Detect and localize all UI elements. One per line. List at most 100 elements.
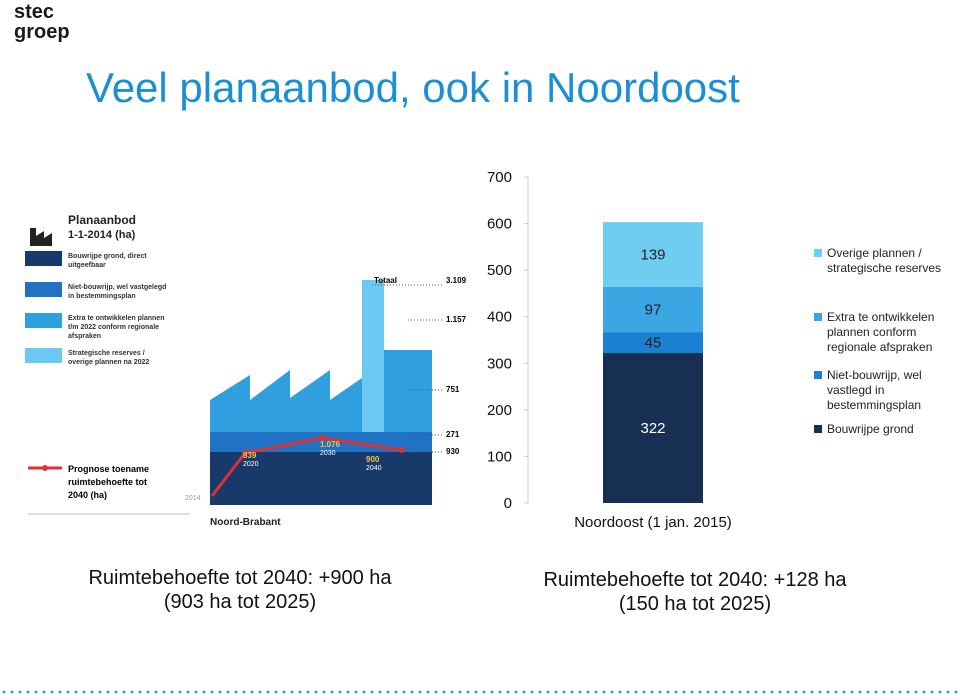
dot (10, 690, 14, 694)
dot (794, 690, 798, 694)
ig-prognosis-year: 2040 (366, 465, 382, 472)
legend-item: Extra te ontwikkelen plannen conform reg… (814, 310, 960, 355)
dot (146, 690, 150, 694)
dot (634, 690, 638, 694)
dot (906, 690, 910, 694)
dot (202, 690, 206, 694)
footnote-left: Ruimtebehoefte tot 2040: +900 ha (903 ha… (40, 566, 440, 614)
ig-prognosis-year: 2020 (243, 461, 259, 468)
dot (746, 690, 750, 694)
dot (418, 690, 422, 694)
legend-label: Niet-bouwrijp, wel vastlegd in bestemmin… (827, 368, 922, 412)
dot (834, 690, 838, 694)
dot (842, 690, 846, 694)
ig-legend-text: Extra te ontwikkelen plannen t/m 2022 co… (68, 315, 165, 340)
dot (18, 690, 22, 694)
dot (338, 690, 342, 694)
dot (434, 690, 438, 694)
dot (618, 690, 622, 694)
dot (874, 690, 878, 694)
dot (690, 690, 694, 694)
legend-label: Extra te ontwikkelen plannen conform reg… (827, 310, 935, 354)
dot (674, 690, 678, 694)
slide-title: Veel planaanbod, ook in Noordoost (86, 64, 740, 111)
dot (274, 690, 278, 694)
dot (490, 690, 494, 694)
dot (186, 690, 190, 694)
dot (602, 690, 606, 694)
dot (666, 690, 670, 694)
dot (450, 690, 454, 694)
ig-level: 1.157 (446, 315, 467, 324)
dot (50, 690, 54, 694)
logo-line: stec (14, 1, 55, 23)
dot (226, 690, 230, 694)
ig-total-label: Totaal (374, 276, 397, 285)
ig-prognosis-value: 1.076 (320, 440, 341, 449)
data-label: 97 (645, 301, 662, 318)
footnote-line: (903 ha tot 2025) (163, 591, 317, 613)
dot (754, 690, 758, 694)
dot (706, 690, 710, 694)
dot (802, 690, 806, 694)
y-tick-label: 500 (487, 262, 512, 279)
dot (898, 690, 902, 694)
legend-swatch (814, 313, 822, 321)
data-label: 139 (640, 247, 665, 264)
dot (762, 690, 766, 694)
footnote-right: Ruimtebehoefte tot 2040: +128 ha (150 ha… (490, 568, 900, 616)
dot (650, 690, 654, 694)
dot (578, 690, 582, 694)
dot (658, 690, 662, 694)
dot (42, 690, 46, 694)
footer-dots (2, 690, 958, 694)
ig-total: 3.109 (446, 276, 467, 285)
dot (66, 690, 70, 694)
dot (250, 690, 254, 694)
dot (426, 690, 430, 694)
data-label: 45 (645, 335, 662, 352)
ig-legend-text: Bouwrijpe grond, direct uitgeefbaar (68, 253, 147, 269)
dot (26, 690, 30, 694)
dot (786, 690, 790, 694)
dot (482, 690, 486, 694)
dot (354, 690, 358, 694)
dot (594, 690, 598, 694)
dot (130, 690, 134, 694)
dot (514, 690, 518, 694)
ig-legend-text: Strategische reserves / overige plannen … (68, 350, 150, 366)
dot (954, 690, 958, 694)
dot (58, 690, 62, 694)
dot (506, 690, 510, 694)
dot (546, 690, 550, 694)
y-tick-label: 100 (487, 448, 512, 465)
dot (234, 690, 238, 694)
dot (218, 690, 222, 694)
dot (922, 690, 926, 694)
dot (242, 690, 246, 694)
ig-prognosis-value: 839 (243, 451, 257, 460)
legend-swatch (814, 425, 822, 433)
dot (314, 690, 318, 694)
dot (466, 690, 470, 694)
legend-label: Bouwrijpe grond (827, 422, 914, 436)
logo: stec groep (14, 2, 70, 42)
dot (106, 690, 110, 694)
dot (194, 690, 198, 694)
dot (882, 690, 886, 694)
dot (530, 690, 534, 694)
dot (474, 690, 478, 694)
dot (410, 690, 414, 694)
dot (282, 690, 286, 694)
dot (346, 690, 350, 694)
bar-segment (603, 222, 703, 287)
ig-swatch (25, 313, 62, 328)
y-tick-label: 700 (487, 169, 512, 186)
ig-level: 271 (446, 430, 460, 439)
legend-swatch (814, 371, 822, 379)
dot (378, 690, 382, 694)
dot (714, 690, 718, 694)
dot (34, 690, 38, 694)
dot (362, 690, 366, 694)
